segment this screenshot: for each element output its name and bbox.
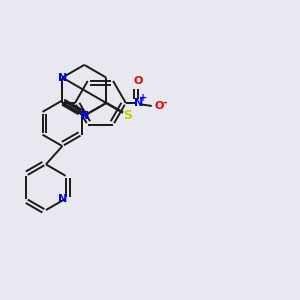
- Text: S: S: [123, 109, 132, 122]
- Text: N: N: [80, 111, 89, 121]
- Text: -: -: [163, 98, 167, 107]
- Text: O: O: [134, 76, 143, 86]
- Text: N: N: [134, 98, 143, 108]
- Text: O: O: [154, 101, 164, 111]
- Text: N: N: [58, 73, 67, 82]
- Text: +: +: [139, 93, 147, 103]
- Text: N: N: [58, 194, 67, 204]
